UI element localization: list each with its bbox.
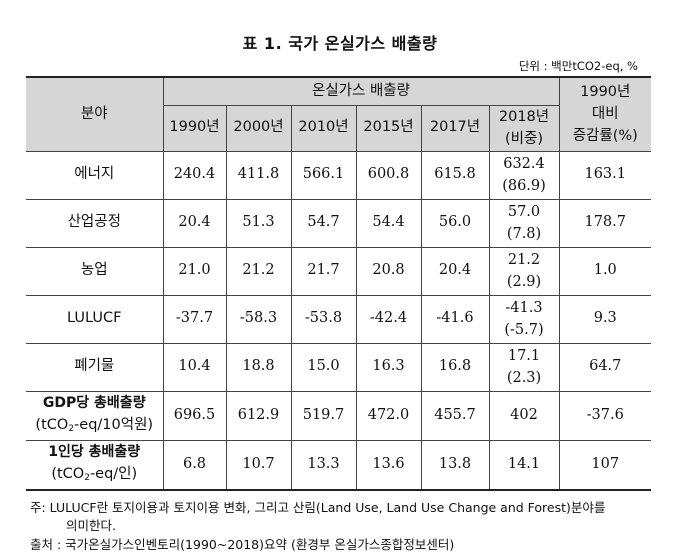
unit-label: 단위 : 백만tCO2-eq, % xyxy=(518,59,638,73)
cell: -37.7 xyxy=(162,294,227,344)
cell-2018: 402 xyxy=(488,390,560,441)
cell: 411.8 xyxy=(225,150,292,200)
cell: 566.1 xyxy=(290,150,357,200)
table-row: 산업공정 20.4 51.3 54.7 54.4 56.0 57.0 (7.8)… xyxy=(26,198,651,248)
cell: 15.0 xyxy=(290,342,357,392)
cell: 56.0 xyxy=(420,198,490,248)
header-2018-line1: 2018년 xyxy=(498,109,550,125)
cell: 20.8 xyxy=(355,246,422,296)
value-2018: 21.2 xyxy=(507,252,541,268)
cell: 600.8 xyxy=(355,150,422,200)
table-title: 표 1. 국가 온실가스 배출량 xyxy=(242,34,438,53)
cell-change: 178.7 xyxy=(558,198,651,248)
cell: 13.3 xyxy=(290,439,357,490)
row-name-line1: 1인당 총배출량 xyxy=(48,443,141,460)
cell-change: 1.0 xyxy=(558,246,651,296)
emissions-table: 분야 온실가스 배출량 1990년 대비 증감률(%) 1990년 2000년 … xyxy=(26,76,651,491)
cell: 615.8 xyxy=(420,150,490,200)
cell: 54.7 xyxy=(290,198,357,248)
cell-change: -37.6 xyxy=(558,390,651,441)
cell: 13.6 xyxy=(355,439,422,490)
header-year-2018: 2018년 (비중) xyxy=(488,104,559,152)
table-row: 에너지 240.4 411.8 566.1 600.8 615.8 632.4 … xyxy=(26,150,651,200)
cell: 455.7 xyxy=(420,390,490,441)
share-2018: (7.8) xyxy=(506,226,542,242)
cell: -53.8 xyxy=(290,294,357,344)
share-2018: (86.9) xyxy=(502,178,546,194)
footnote-line1: 주: LULUCF란 토지이용과 토지이용 변화, 그리고 산림(Land Us… xyxy=(30,500,606,515)
cell: 21.7 xyxy=(290,246,357,296)
cell: 519.7 xyxy=(290,390,357,441)
cell-change: 163.1 xyxy=(558,150,651,200)
cell: 20.4 xyxy=(162,198,227,248)
cell: -58.3 xyxy=(225,294,292,344)
cell: 18.8 xyxy=(225,342,292,392)
row-name: 농업 xyxy=(26,246,164,296)
header-year-2017: 2017년 xyxy=(420,104,490,152)
cell-2018: -41.3 (-5.7) xyxy=(488,294,560,344)
cell: 54.4 xyxy=(355,198,422,248)
row-name: LULUCF xyxy=(26,294,164,344)
header-year-2010: 2010년 xyxy=(290,104,357,152)
cell-2018: 14.1 xyxy=(488,439,560,490)
value-2018: 632.4 xyxy=(503,156,545,172)
value-2018: -41.3 xyxy=(505,300,543,316)
cell: 20.4 xyxy=(420,246,490,296)
row-name: 에너지 xyxy=(26,150,164,200)
cell: 612.9 xyxy=(225,390,292,441)
footnote-line2: 의미한다. xyxy=(66,518,116,533)
cell: 10.4 xyxy=(162,342,227,392)
cell-2018: 57.0 (7.8) xyxy=(488,198,560,248)
cell: 13.8 xyxy=(420,439,490,490)
cell: 696.5 xyxy=(162,390,227,441)
table-row: 농업 21.0 21.2 21.7 20.8 20.4 21.2 (2.9) 1… xyxy=(26,246,651,296)
cell-2018: 632.4 (86.9) xyxy=(488,150,560,200)
row-name-line1: GDP당 총배출량 xyxy=(42,394,146,411)
cell-2018: 21.2 (2.9) xyxy=(488,246,560,296)
cell-2018: 17.1 (2.3) xyxy=(488,342,560,392)
cell: 21.2 xyxy=(225,246,292,296)
cell-change: 9.3 xyxy=(558,294,651,344)
cell: 16.8 xyxy=(420,342,490,392)
cell-change: 64.7 xyxy=(558,342,651,392)
table-row: GDP당 총배출량 (tCO2-eq/10억원) 696.5 612.9 519… xyxy=(26,390,651,441)
header-year-1990: 1990년 xyxy=(163,104,227,152)
source-note: 출처 : 국가온실가스인벤토리(1990~2018)요약 (환경부 온실가스종합… xyxy=(30,537,455,552)
header-year-2000: 2000년 xyxy=(225,104,292,152)
header-change: 1990년 대비 증감률(%) xyxy=(558,76,651,152)
row-name: 산업공정 xyxy=(26,198,164,248)
row-name-gdp: GDP당 총배출량 (tCO2-eq/10억원) xyxy=(26,390,164,441)
table-row: 1인당 총배출량 (tCO2-eq/인) 6.8 10.7 13.3 13.6 … xyxy=(26,439,651,490)
value-2018: 17.1 xyxy=(507,348,541,364)
header-emissions-group: 온실가스 배출량 xyxy=(162,76,560,106)
row-name-unit: (tCO2-eq/10억원) xyxy=(35,416,154,434)
header-sector: 분야 xyxy=(26,76,164,152)
cell: 21.0 xyxy=(162,246,227,296)
cell: 472.0 xyxy=(355,390,422,441)
header-2018-line2: (비중) xyxy=(505,131,543,147)
cell: 6.8 xyxy=(162,439,227,490)
cell: 10.7 xyxy=(225,439,292,490)
header-change-line1: 1990년 xyxy=(580,84,631,101)
value-2018: 57.0 xyxy=(507,204,541,220)
header-change-line3: 증감률(%) xyxy=(572,128,638,145)
table-row: LULUCF -37.7 -58.3 -53.8 -42.4 -41.6 -41… xyxy=(26,294,651,344)
row-name: 폐기물 xyxy=(26,342,164,392)
share-2018: (2.9) xyxy=(506,274,542,290)
cell: 240.4 xyxy=(162,150,227,200)
cell: 51.3 xyxy=(225,198,292,248)
cell-change: 107 xyxy=(558,439,651,490)
header-year-2015: 2015년 xyxy=(355,104,422,152)
table-row: 폐기물 10.4 18.8 15.0 16.3 16.8 17.1 (2.3) … xyxy=(26,342,651,392)
row-name-unit: (tCO2-eq/인) xyxy=(51,465,138,483)
cell: -42.4 xyxy=(355,294,422,344)
row-name-per-capita: 1인당 총배출량 (tCO2-eq/인) xyxy=(26,439,164,490)
share-2018: (2.3) xyxy=(506,370,542,386)
share-2018: (-5.7) xyxy=(504,322,544,338)
header-change-line2: 대비 xyxy=(591,106,619,123)
cell: -41.6 xyxy=(420,294,490,344)
cell: 16.3 xyxy=(355,342,422,392)
